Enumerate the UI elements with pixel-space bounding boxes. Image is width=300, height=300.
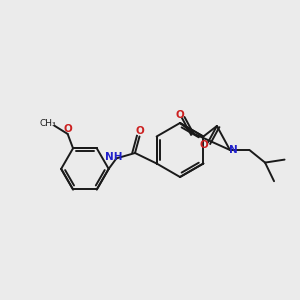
Text: O: O bbox=[176, 110, 184, 120]
Text: NH: NH bbox=[105, 152, 123, 162]
Text: N: N bbox=[230, 145, 238, 155]
Text: O: O bbox=[63, 124, 72, 134]
Text: CH₃: CH₃ bbox=[40, 118, 56, 127]
Text: O: O bbox=[199, 140, 208, 150]
Text: O: O bbox=[135, 126, 144, 136]
